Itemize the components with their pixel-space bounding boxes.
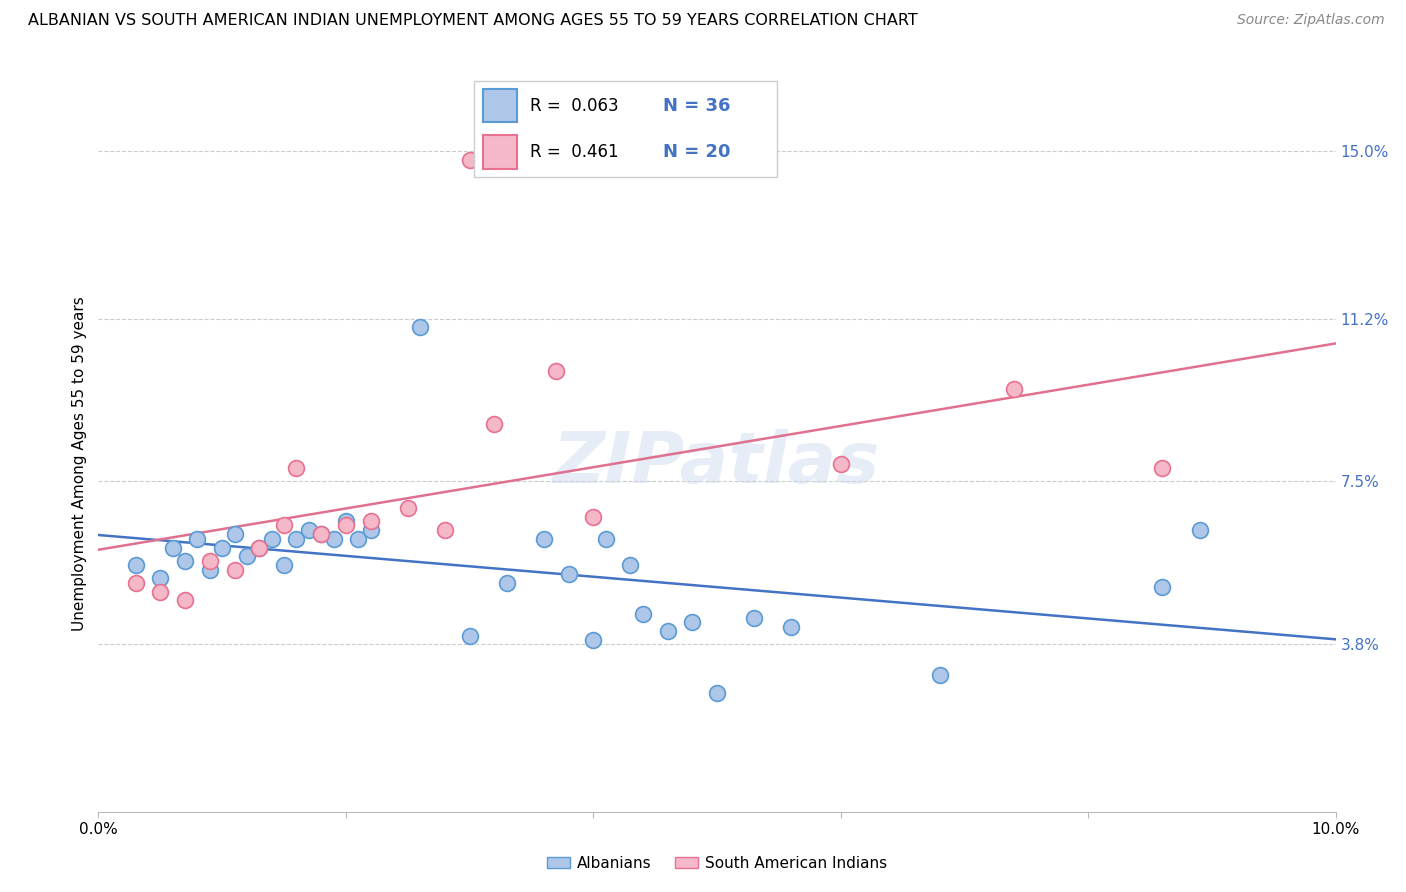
- Point: [557, 566, 579, 581]
- Point: [928, 668, 950, 682]
- Point: [162, 541, 184, 555]
- Point: [298, 523, 321, 537]
- Text: R =  0.063: R = 0.063: [530, 97, 619, 115]
- Point: [186, 532, 208, 546]
- Point: [335, 518, 357, 533]
- Point: [396, 500, 419, 515]
- Point: [174, 554, 197, 568]
- Point: [224, 562, 246, 576]
- Point: [149, 571, 172, 585]
- Legend: Albanians, South American Indians: Albanians, South American Indians: [540, 850, 894, 877]
- Point: [174, 593, 197, 607]
- Point: [198, 554, 221, 568]
- Point: [582, 632, 605, 647]
- Point: [347, 532, 370, 546]
- Point: [309, 527, 332, 541]
- Point: [273, 518, 295, 533]
- Point: [619, 558, 641, 573]
- Point: [1152, 461, 1174, 475]
- Point: [309, 527, 332, 541]
- Point: [495, 575, 517, 590]
- Point: [484, 417, 506, 432]
- Point: [830, 457, 852, 471]
- Text: Source: ZipAtlas.com: Source: ZipAtlas.com: [1237, 13, 1385, 28]
- Point: [657, 624, 679, 639]
- Point: [582, 509, 605, 524]
- Point: [360, 523, 382, 537]
- Text: N = 20: N = 20: [662, 143, 730, 161]
- Point: [742, 611, 765, 625]
- Point: [458, 153, 481, 167]
- Point: [224, 527, 246, 541]
- Point: [546, 364, 568, 378]
- Point: [595, 532, 617, 546]
- Point: [409, 320, 432, 334]
- Point: [1188, 523, 1211, 537]
- Bar: [484, 136, 517, 169]
- Text: ZIPatlas: ZIPatlas: [554, 429, 880, 499]
- Point: [285, 461, 308, 475]
- Point: [533, 532, 555, 546]
- Point: [1152, 580, 1174, 594]
- Point: [631, 607, 654, 621]
- Point: [1002, 382, 1025, 396]
- Point: [149, 584, 172, 599]
- Text: ALBANIAN VS SOUTH AMERICAN INDIAN UNEMPLOYMENT AMONG AGES 55 TO 59 YEARS CORRELA: ALBANIAN VS SOUTH AMERICAN INDIAN UNEMPL…: [28, 13, 918, 29]
- Point: [285, 532, 308, 546]
- Point: [322, 532, 344, 546]
- Point: [211, 541, 233, 555]
- Point: [360, 514, 382, 528]
- Y-axis label: Unemployment Among Ages 55 to 59 years: Unemployment Among Ages 55 to 59 years: [72, 296, 87, 632]
- Point: [335, 514, 357, 528]
- Text: N = 36: N = 36: [662, 97, 730, 115]
- Point: [124, 575, 146, 590]
- Point: [458, 629, 481, 643]
- Point: [247, 541, 270, 555]
- FancyBboxPatch shape: [474, 81, 778, 178]
- Point: [236, 549, 259, 564]
- Text: R =  0.461: R = 0.461: [530, 143, 619, 161]
- Point: [247, 541, 270, 555]
- Point: [780, 620, 803, 634]
- Point: [273, 558, 295, 573]
- Bar: [484, 89, 517, 122]
- Point: [198, 562, 221, 576]
- Point: [260, 532, 283, 546]
- Point: [433, 523, 456, 537]
- Point: [681, 615, 703, 630]
- Point: [706, 686, 728, 700]
- Point: [124, 558, 146, 573]
